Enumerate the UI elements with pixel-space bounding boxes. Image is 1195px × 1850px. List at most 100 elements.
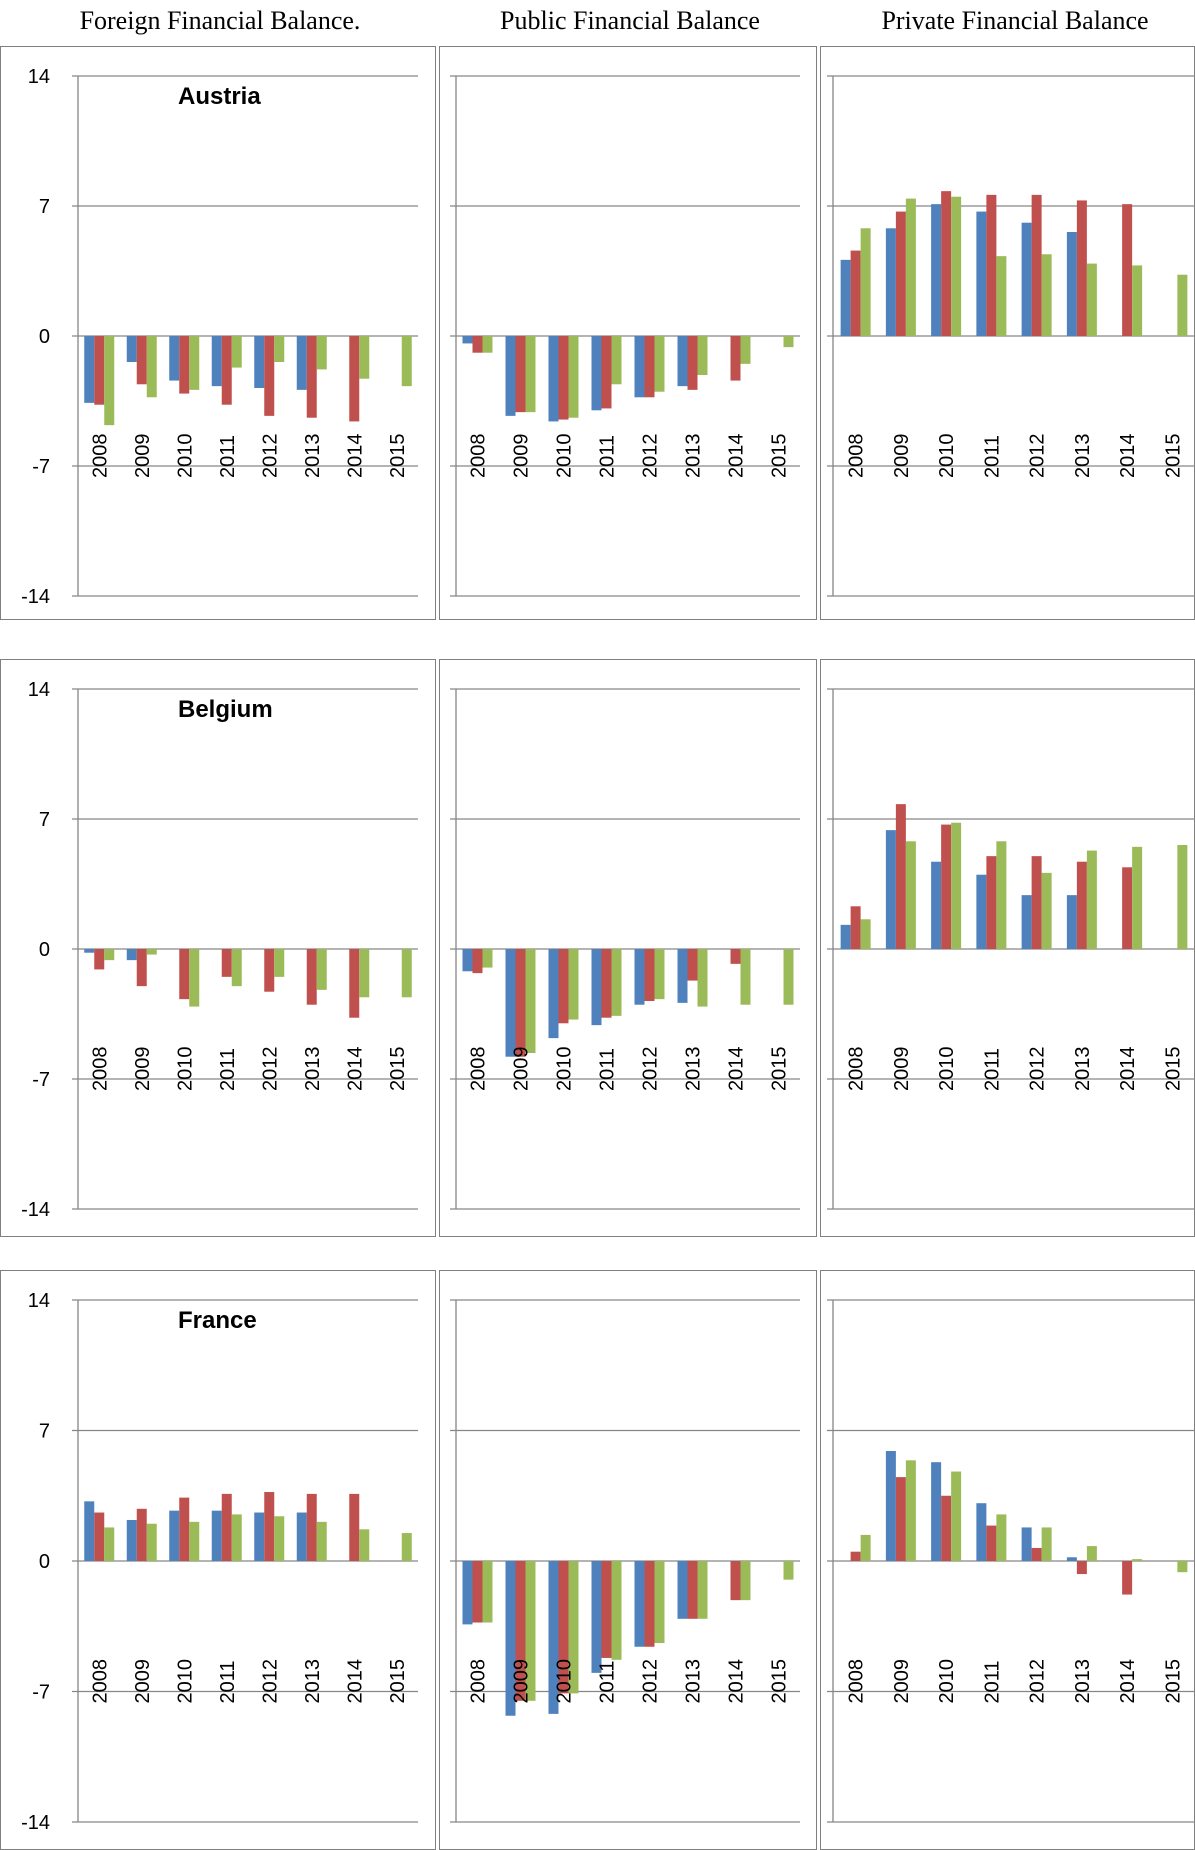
x-tick-label: 2015 xyxy=(769,434,791,479)
bar-2011-series-1 xyxy=(976,211,987,336)
x-tick-label: 2013 xyxy=(302,1659,324,1704)
y-tick-label: 14 xyxy=(28,1290,50,1312)
bar-2012-series-1 xyxy=(254,1512,265,1561)
panel-belgium-public xyxy=(439,659,817,1237)
bar-2013-series-2 xyxy=(306,949,317,1005)
bar-2011-series-3 xyxy=(996,1514,1007,1561)
bar-2009-series-3 xyxy=(146,949,157,955)
bar-2012-series-2 xyxy=(644,336,655,398)
x-tick-label: 2012 xyxy=(640,1659,662,1704)
x-tick-label: 2009 xyxy=(132,1047,154,1092)
bar-2008-series-3 xyxy=(860,1534,871,1561)
bar-2013-series-3 xyxy=(697,336,708,375)
panel-belgium-foreign xyxy=(0,659,436,1237)
x-tick-label: 2013 xyxy=(683,1047,705,1092)
x-tick-label: 2008 xyxy=(468,1659,490,1704)
x-tick-label: 2015 xyxy=(1162,434,1184,479)
bar-2011-series-2 xyxy=(986,1525,997,1561)
x-tick-label: 2014 xyxy=(344,1659,366,1704)
panel-austria-foreign xyxy=(0,46,436,620)
bar-2008-series-2 xyxy=(850,906,861,949)
bar-2009-series-3 xyxy=(525,336,536,413)
bar-2015-series-3 xyxy=(401,949,412,998)
bar-2008-series-2 xyxy=(94,949,105,970)
bar-2014-series-2 xyxy=(349,336,360,422)
x-tick-label: 2008 xyxy=(846,434,868,479)
x-tick-label: 2010 xyxy=(174,434,196,479)
bar-2014-series-2 xyxy=(730,949,741,964)
bar-2013-series-3 xyxy=(316,1521,327,1561)
x-tick-label: 2014 xyxy=(726,1047,748,1092)
bar-2013-series-3 xyxy=(316,949,327,990)
x-tick-label: 2013 xyxy=(302,434,324,479)
x-tick-label: 2013 xyxy=(1072,1047,1094,1092)
bar-2015-series-3 xyxy=(1177,845,1188,949)
bar-2010-series-1 xyxy=(548,949,559,1039)
bar-2013-series-1 xyxy=(296,1512,307,1561)
bar-2010-series-3 xyxy=(189,1521,200,1561)
bar-2009-series-2 xyxy=(515,1561,526,1701)
bar-2010-series-1 xyxy=(169,1510,180,1561)
x-tick-label: 2008 xyxy=(89,434,111,479)
bar-2014-series-3 xyxy=(1132,846,1143,949)
bar-2009-series-2 xyxy=(136,1508,147,1561)
x-tick-label: 2015 xyxy=(769,1659,791,1704)
y-tick-label: 14 xyxy=(28,66,50,88)
bar-2011-series-1 xyxy=(976,1503,987,1561)
bar-2010-series-3 xyxy=(189,336,200,390)
bar-2011-series-2 xyxy=(221,336,232,405)
country-title: Austria xyxy=(178,83,261,110)
bar-2009-series-2 xyxy=(895,211,906,336)
bar-2010-series-3 xyxy=(568,949,579,1020)
bar-2014-series-3 xyxy=(359,1529,370,1561)
bar-2013-series-1 xyxy=(677,336,688,387)
bar-2008-series-1 xyxy=(462,1561,473,1625)
bar-2010-series-1 xyxy=(931,861,942,949)
bar-2010-series-3 xyxy=(951,1471,962,1561)
bar-2012-series-3 xyxy=(1041,254,1052,336)
bar-2011-series-1 xyxy=(976,874,987,949)
x-tick-label: 2012 xyxy=(259,434,281,479)
bar-2013-series-3 xyxy=(1086,1546,1097,1561)
bar-2012-series-2 xyxy=(644,949,655,1001)
bar-2008-series-2 xyxy=(850,1551,861,1561)
bar-2014-series-3 xyxy=(1132,1559,1143,1561)
x-tick-label: 2009 xyxy=(132,434,154,479)
x-tick-label: 2012 xyxy=(259,1047,281,1092)
bar-2015-series-3 xyxy=(401,1533,412,1561)
bar-2013-series-2 xyxy=(1076,200,1087,336)
bar-2013-series-2 xyxy=(687,1561,698,1619)
x-tick-label: 2015 xyxy=(387,1659,409,1704)
bar-2012-series-1 xyxy=(634,949,645,1005)
x-tick-label: 2013 xyxy=(683,434,705,479)
bar-2015-series-3 xyxy=(783,336,794,348)
bar-2012-series-3 xyxy=(654,1561,665,1644)
bar-2009-series-3 xyxy=(146,336,157,398)
bar-2008-series-2 xyxy=(850,250,861,336)
x-tick-label: 2014 xyxy=(1117,434,1139,479)
x-tick-label: 2008 xyxy=(846,1659,868,1704)
x-tick-label: 2011 xyxy=(981,1048,1003,1091)
x-tick-label: 2012 xyxy=(640,434,662,479)
bar-2008-series-3 xyxy=(482,336,493,353)
bar-2013-series-3 xyxy=(697,949,708,1007)
bar-2014-series-2 xyxy=(730,1561,741,1601)
bar-2015-series-3 xyxy=(1177,1561,1188,1573)
y-tick-label: -7 xyxy=(32,456,50,478)
bar-2010-series-2 xyxy=(179,949,190,1000)
x-tick-label: 2008 xyxy=(89,1047,111,1092)
bar-2015-series-3 xyxy=(783,949,794,1005)
bar-2012-series-1 xyxy=(1021,895,1032,949)
panel-austria-public xyxy=(439,46,817,620)
x-tick-label: 2010 xyxy=(936,1047,958,1092)
x-tick-label: 2009 xyxy=(511,1047,533,1092)
bar-2014-series-2 xyxy=(349,1493,360,1561)
y-tick-label: -14 xyxy=(21,1812,50,1834)
bar-2009-series-3 xyxy=(905,1460,916,1561)
x-tick-label: 2011 xyxy=(597,1048,619,1091)
bar-2011-series-3 xyxy=(611,336,622,385)
x-tick-label: 2011 xyxy=(217,1048,239,1091)
x-tick-label: 2012 xyxy=(1027,1659,1049,1704)
bar-2013-series-2 xyxy=(687,949,698,981)
bar-2012-series-1 xyxy=(634,1561,645,1647)
